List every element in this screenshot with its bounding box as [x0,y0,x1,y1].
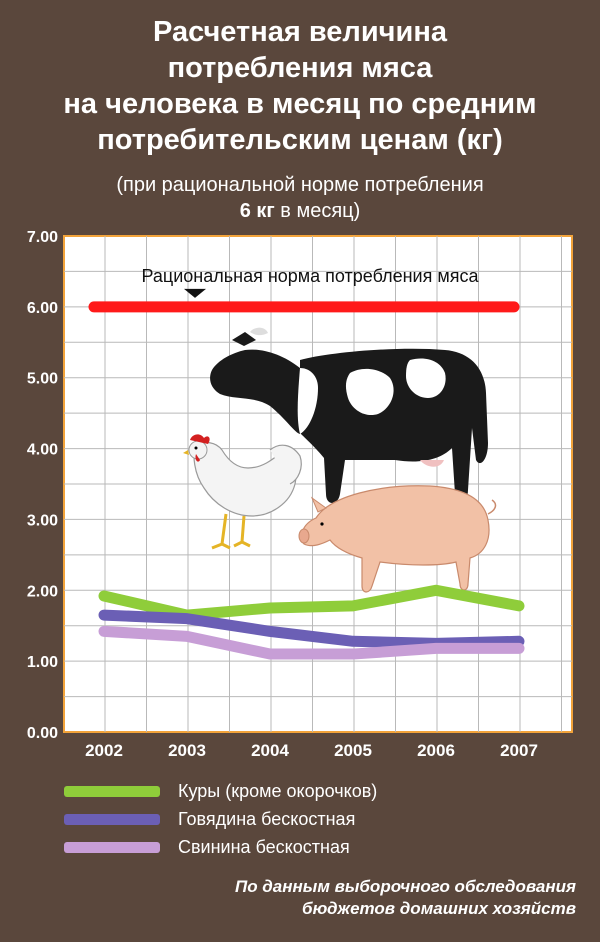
source-line-1: По данным выборочного обследования [234,877,576,896]
chart-title: Расчетная величина потребления мяса на ч… [0,14,600,158]
x-tick-label: 2002 [85,741,123,760]
title-line: на человека в месяц по средним [63,88,537,120]
x-tick-label: 2003 [168,741,206,760]
title-line: Расчетная величина [152,16,447,48]
y-tick-label: 5.00 [27,371,58,388]
y-tick-label: 6.00 [27,300,58,317]
legend-swatch [64,786,160,797]
y-tick-label: 1.00 [27,654,58,671]
subtitle-line-2: 6 кг в месяц) [0,198,600,224]
subtitle-line-1: (при рациональной норме потребления [116,174,484,196]
x-axis-ticks: 2002 2003 2004 2005 2006 2007 [85,741,538,760]
y-tick-label: 3.00 [27,512,58,529]
legend-label: Куры (кроме окорочков) [178,781,378,801]
y-axis-ticks: 0.00 1.00 2.00 3.00 4.00 5.00 6.00 7.00 [27,229,58,742]
y-tick-label: 2.00 [27,583,58,600]
legend-swatch [64,814,160,825]
series-lines [98,584,525,660]
line-chart: 0.001.002.003.004.005.006.007.00 2002 200… [27,229,573,760]
y-tick-label: 7.00 [27,229,58,246]
reference-line-label: Рациональная норма потребления мяса [142,266,480,286]
x-tick-label: 2005 [334,741,372,760]
source-line-2: бюджетов домашних хозяйств [302,899,576,918]
title-line: потребительским ценам (кг) [97,124,503,156]
x-tick-label: 2007 [500,741,538,760]
series-line [98,625,525,660]
legend-label: Говядина бескостная [178,809,356,829]
series-line [98,584,525,621]
chicken-icon [183,434,302,550]
legend-swatch [64,842,160,853]
subtitle-norm-rest: в месяц) [274,200,361,222]
chart-subtitle: (при рациональной норме потребления 6 кг… [0,172,600,224]
y-tick-label: 4.00 [27,442,58,459]
title-line: потребления мяса [167,52,433,84]
subtitle-norm-value: 6 кг [239,200,275,222]
cow-icon [210,327,488,503]
reference-pointer-icon [184,288,206,298]
legend-label: Свинина бескостная [178,837,350,857]
x-tick-label: 2006 [417,741,455,760]
x-tick-label: 2004 [251,741,289,760]
data-source-note: По данным выборочного обследования бюдже… [235,876,576,920]
reference-line-group: Рациональная норма потребления мяса [88,266,520,313]
y-tick-label: 0.00 [27,725,58,742]
pig-icon [298,485,497,593]
